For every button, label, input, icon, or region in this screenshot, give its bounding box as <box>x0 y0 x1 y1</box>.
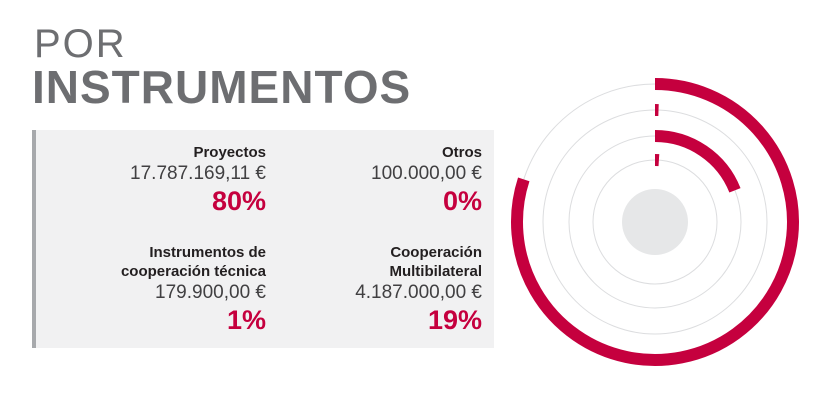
legend-item-amount: 179.900,00 € <box>155 282 266 303</box>
radial-bar-chart <box>511 78 799 366</box>
title-line-2: INSTRUMENTOS <box>32 61 412 113</box>
radial-bar-proyectos <box>511 78 799 366</box>
center-disc <box>622 189 688 255</box>
legend-item-label-line2: Multibilateral <box>389 263 482 280</box>
legend-item-amount: 17.787.169,11 € <box>130 163 266 184</box>
title-line-1: POR <box>34 22 127 66</box>
legend-item-amount: 4.187.000,00 € <box>355 282 482 303</box>
legend-item-multibilateral: Cooperación Multibilateral 4.187.000,00 … <box>252 243 482 335</box>
legend-item-label: Otros <box>441 144 482 161</box>
legend-item-label-line2: cooperación técnica <box>120 263 266 280</box>
legend-item-label-line1: Instrumentos de <box>149 244 266 261</box>
legend-item-amount: 100.000,00 € <box>371 163 482 184</box>
legend-item-percent: 1% <box>226 305 266 335</box>
radial-bar-cooperación <box>654 130 741 193</box>
legend-item-otros: Otros 100.000,00 € 0% <box>252 143 482 216</box>
legend-item-instrumentos: Instrumentos de cooperación técnica 179.… <box>36 243 266 335</box>
legend-panel: Proyectos 17.787.169,11 € 80% Otros 100.… <box>32 130 494 348</box>
legend-item-proyectos: Proyectos 17.787.169,11 € 80% <box>36 143 266 216</box>
legend-item-label-line1: Cooperación <box>390 244 482 261</box>
legend-item-percent: 80% <box>211 186 266 216</box>
legend-item-percent: 0% <box>442 186 482 216</box>
legend-item-label: Proyectos <box>193 144 266 161</box>
legend-item-percent: 19% <box>427 305 482 335</box>
